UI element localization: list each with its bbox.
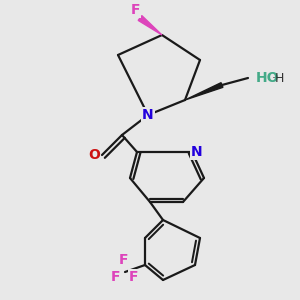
Text: N: N	[142, 108, 154, 122]
Text: F: F	[110, 270, 120, 284]
Text: N: N	[191, 145, 203, 159]
Polygon shape	[185, 83, 223, 100]
Text: O: O	[88, 148, 100, 162]
Text: ·H: ·H	[272, 71, 285, 85]
Text: F: F	[128, 270, 138, 284]
Text: F: F	[118, 253, 128, 267]
Text: HO: HO	[256, 71, 280, 85]
Text: F: F	[131, 3, 141, 17]
Polygon shape	[138, 16, 162, 35]
